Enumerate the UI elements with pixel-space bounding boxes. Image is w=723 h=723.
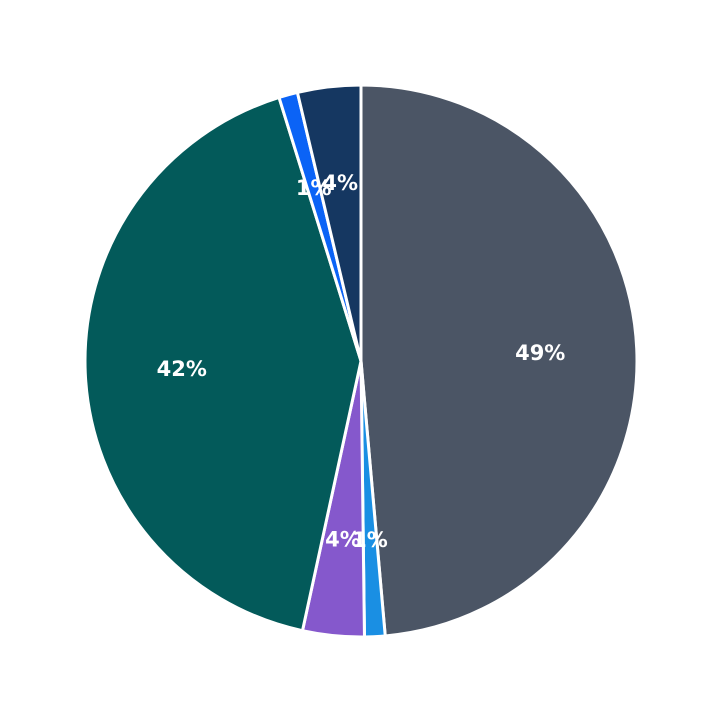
pie-slice-1: [359, 83, 639, 638]
pie-label-slice-2: 1%: [352, 528, 388, 552]
pie-slices: [83, 83, 639, 639]
pie-label-slice-6: 4%: [322, 171, 358, 195]
pie-label-slice-4: 42%: [157, 357, 207, 381]
pie-slice-6: [295, 83, 363, 363]
pie-slice-4: [83, 95, 363, 633]
pie-label-slice-3: 4%: [325, 527, 361, 551]
pie-label-slice-1: 49%: [515, 341, 565, 365]
pie-labels: 49%1%4%42%1%4%: [157, 171, 566, 552]
pie-label-slice-5: 1%: [296, 176, 332, 200]
